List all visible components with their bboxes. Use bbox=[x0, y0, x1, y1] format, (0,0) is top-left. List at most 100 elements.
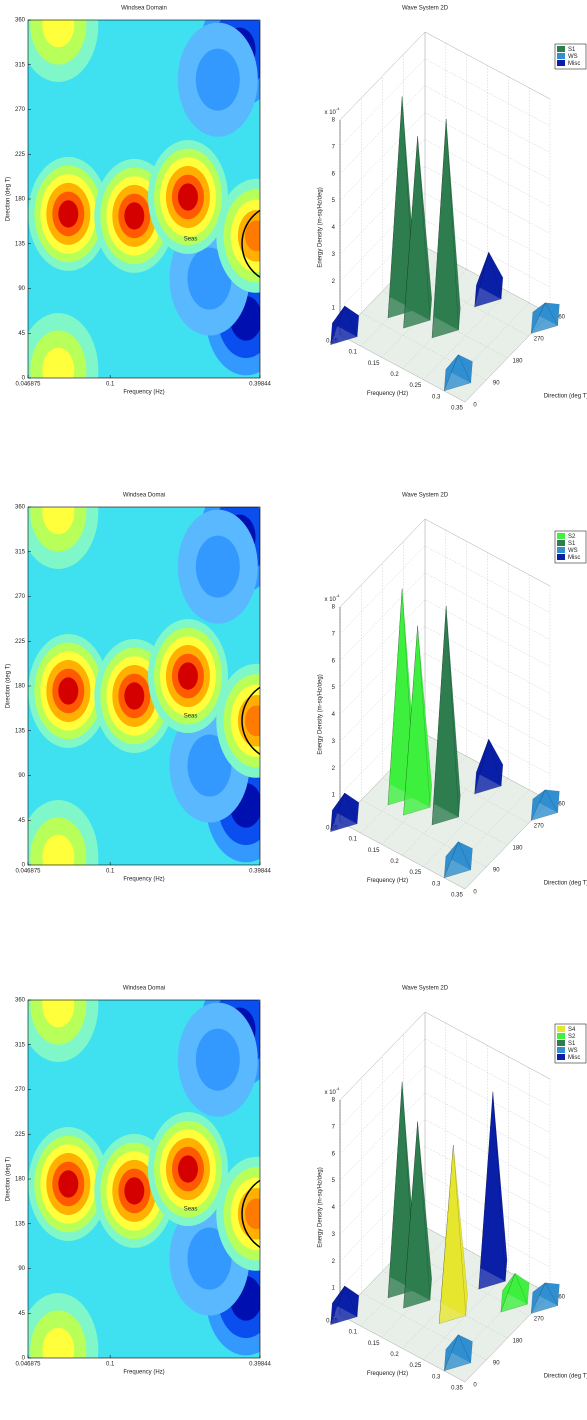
contour-level bbox=[58, 677, 79, 705]
x-axis-label: Frequency (Hz) bbox=[123, 877, 164, 883]
legend-label: S1 bbox=[568, 1041, 576, 1047]
legend-label: S1 bbox=[568, 47, 576, 53]
y-tick-label: 45 bbox=[18, 818, 25, 824]
contour-level bbox=[177, 662, 198, 690]
x-tick-label: 0.1 bbox=[349, 837, 358, 843]
y-tick-label: 360 bbox=[555, 1295, 566, 1301]
z-tick-label: 2 bbox=[332, 279, 336, 285]
peak-right bbox=[443, 1334, 472, 1372]
boundary-arc bbox=[241, 686, 260, 756]
x-tick-label: 0.046875 bbox=[15, 1362, 41, 1368]
legend-swatch bbox=[557, 533, 565, 539]
contour-level bbox=[42, 834, 75, 865]
contour-level bbox=[195, 1028, 240, 1091]
contour-level bbox=[187, 734, 232, 797]
grid-line bbox=[339, 518, 551, 608]
y-tick-label: 270 bbox=[534, 1317, 545, 1323]
y-tick-label: 360 bbox=[15, 998, 26, 1004]
z-tick-label: 1 bbox=[332, 1286, 336, 1292]
peak bbox=[438, 1145, 468, 1324]
peak bbox=[530, 789, 560, 821]
legend-label: S1 bbox=[568, 541, 576, 547]
boundary-arc bbox=[241, 1179, 260, 1249]
grid-line bbox=[361, 1078, 487, 1361]
z-tick-label: 7 bbox=[332, 1124, 336, 1130]
peak-right bbox=[403, 1121, 431, 1309]
peak-right bbox=[330, 1285, 358, 1326]
grid-line bbox=[339, 1038, 551, 1128]
y-tick-label: 90 bbox=[493, 381, 500, 387]
y-tick-label: 135 bbox=[15, 1221, 26, 1227]
contour-level bbox=[124, 1177, 145, 1205]
z-tick-label: 4 bbox=[332, 1205, 336, 1211]
contour-level bbox=[42, 20, 75, 48]
contour-level bbox=[187, 247, 232, 310]
contour-level bbox=[124, 682, 145, 710]
z-tick-label: 2 bbox=[332, 1259, 336, 1265]
peak bbox=[431, 119, 461, 339]
grid-line bbox=[339, 1119, 551, 1208]
grid-line bbox=[339, 733, 551, 823]
z-tick-label: 5 bbox=[332, 198, 336, 204]
y-tick-label: 135 bbox=[15, 241, 26, 247]
legend-label: Misc bbox=[568, 555, 580, 561]
y-tick-label: 180 bbox=[15, 1177, 26, 1183]
y-tick-label: 225 bbox=[15, 152, 26, 158]
grid-line bbox=[339, 1173, 551, 1262]
grid-line bbox=[339, 166, 551, 255]
x-tick-label: 0.3 bbox=[432, 881, 441, 887]
peak bbox=[431, 606, 461, 826]
x-tick-label: 0.3 bbox=[432, 394, 441, 400]
grid-line bbox=[339, 626, 551, 715]
x-tick-label: 0.1 bbox=[349, 350, 358, 356]
y-tick-label: 135 bbox=[15, 728, 26, 734]
contour-level bbox=[195, 48, 240, 111]
legend-swatch bbox=[557, 540, 565, 546]
y-tick-label: 270 bbox=[15, 1087, 26, 1093]
x-tick-label: 0.2 bbox=[390, 372, 399, 378]
y-tick-label: 180 bbox=[512, 359, 523, 365]
grid-line bbox=[339, 1226, 551, 1316]
peak-right bbox=[474, 738, 502, 795]
peak bbox=[443, 1334, 473, 1372]
x-tick-label: 0.2 bbox=[390, 859, 399, 865]
y-tick-label: 360 bbox=[15, 505, 26, 511]
grid-line bbox=[361, 98, 487, 381]
peak bbox=[403, 625, 432, 816]
y-axis-label: Direction (deg T) bbox=[544, 881, 587, 887]
y-axis-label: Direction (deg T) bbox=[6, 664, 12, 709]
y-tick-label: 360 bbox=[555, 802, 566, 808]
x-axis-label: Frequency (Hz) bbox=[123, 390, 164, 396]
z-tick-label: 8 bbox=[332, 118, 336, 124]
contour-level bbox=[245, 220, 260, 252]
contour-level bbox=[42, 347, 75, 378]
z-tick-label: 1 bbox=[332, 306, 336, 312]
contour-level bbox=[177, 183, 198, 211]
grid-line bbox=[339, 572, 551, 661]
peak bbox=[443, 354, 473, 392]
y-tick-label: 90 bbox=[493, 868, 500, 874]
z-axis-label: Energy Density (m-sq/Hz/deg) bbox=[318, 674, 324, 754]
back-walls bbox=[339, 31, 551, 121]
x-tick-label: 0.15 bbox=[368, 1341, 380, 1347]
grid-line bbox=[339, 139, 551, 228]
x-tick-label: 0.3 bbox=[432, 1374, 441, 1380]
peak-right bbox=[530, 789, 558, 821]
x-axis-label: Frequency (Hz) bbox=[367, 1371, 408, 1377]
legend-label: Misc bbox=[568, 1055, 580, 1061]
peak-right bbox=[443, 841, 472, 879]
annotation: Seas bbox=[184, 713, 198, 719]
z-tick-label: 1 bbox=[332, 793, 336, 799]
grid-line bbox=[339, 1199, 551, 1289]
legend-swatch bbox=[557, 46, 565, 52]
grid-line bbox=[361, 585, 487, 868]
grid-line bbox=[339, 545, 551, 635]
y-tick-label: 90 bbox=[493, 1361, 500, 1367]
legend-swatch bbox=[557, 554, 565, 560]
y-tick-label: 360 bbox=[555, 315, 566, 321]
y-tick-label: 45 bbox=[18, 331, 25, 337]
peak bbox=[500, 1272, 530, 1313]
grid-line bbox=[339, 706, 551, 796]
peak-right bbox=[403, 625, 431, 816]
back-walls bbox=[339, 1011, 551, 1101]
